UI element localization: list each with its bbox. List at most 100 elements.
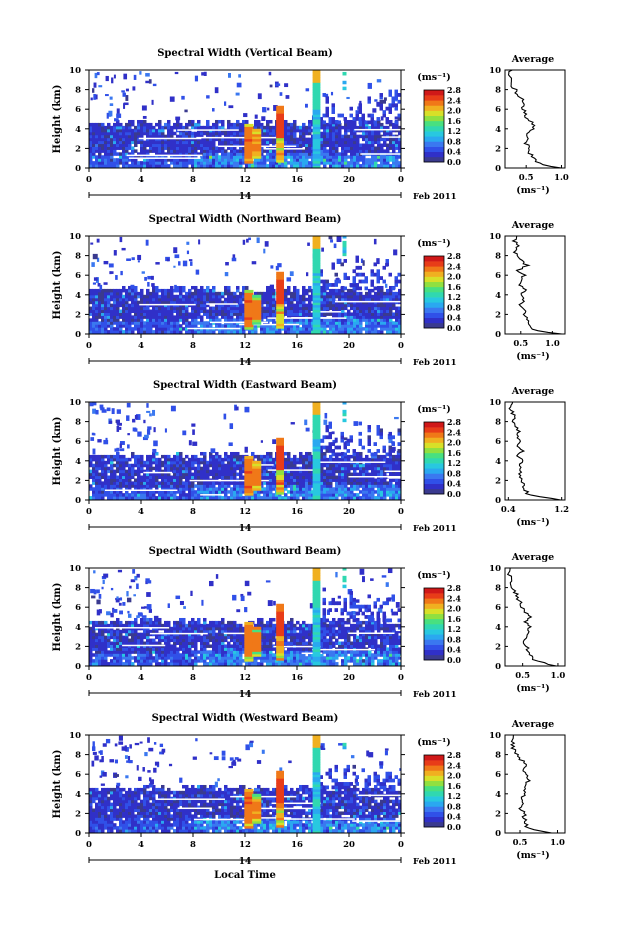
heatmap-cell [212, 312, 216, 316]
heatmap-cell [368, 128, 372, 133]
heatmap-cell [161, 149, 165, 153]
heatmap-cell [113, 306, 117, 311]
heatmap-cell [98, 460, 102, 465]
heatmap-cell [167, 484, 171, 488]
heatmap-cell [308, 155, 312, 159]
heatmap-cell [158, 155, 162, 159]
heatmap-cell [290, 493, 294, 497]
heatmap-cell [362, 161, 366, 165]
heatmap-cell [227, 146, 231, 150]
heatmap-cell [146, 131, 150, 136]
heatmap-cell [95, 288, 99, 293]
heatmap-cell [383, 315, 387, 319]
heatmap-cell [167, 149, 171, 153]
heatmap-cell [365, 164, 369, 168]
heatmap-cell [326, 149, 330, 153]
heatmap-cell [239, 457, 243, 462]
heatmap-cell [302, 122, 306, 127]
heatmap-cell [230, 318, 234, 322]
heatmap-cell [95, 122, 99, 127]
heatmap-cell [200, 149, 204, 153]
heatmap-cell [368, 149, 372, 153]
y-axis-label: Height (km) [52, 85, 63, 154]
heatmap-cell [197, 321, 201, 325]
heatmap-cell [89, 137, 93, 142]
heatmap-cell [125, 137, 129, 142]
heatmap-cell [218, 155, 222, 159]
heatmap-cell [149, 460, 153, 465]
heatmap-cell [347, 487, 351, 491]
heatmap-cell [398, 291, 401, 296]
heatmap-cell [332, 493, 336, 497]
heatmap-cell [149, 463, 153, 468]
heatmap-cell [332, 327, 336, 331]
heatmap-cell [293, 125, 297, 130]
heatmap-cell [114, 118, 119, 122]
heatmap-cell [236, 484, 240, 488]
heatmap-cell [299, 131, 303, 136]
heatmap-cell [131, 134, 135, 139]
heatmap-cell [227, 164, 231, 168]
heatmap-cell [200, 158, 204, 162]
heatmap-cell [188, 490, 192, 494]
heatmap-cell [263, 324, 267, 328]
heatmap-cell [308, 330, 312, 334]
heatmap-cell [323, 134, 327, 139]
heatmap-cell [332, 490, 336, 494]
convective-cell [252, 311, 262, 315]
heatmap-cell [158, 496, 162, 500]
heatmap-cell [161, 327, 165, 331]
heatmap-cell [362, 327, 366, 331]
heatmap-cell [173, 475, 177, 479]
heatmap-cell [263, 469, 267, 474]
heatmap-cell [197, 475, 201, 479]
heatmap-cell [362, 143, 366, 147]
heatmap-cell [326, 137, 330, 142]
heatmap-cell [200, 306, 204, 311]
heatmap-cell [155, 312, 159, 316]
heatmap-cell [344, 318, 348, 322]
heatmap-cell [395, 297, 399, 302]
heatmap-cell [359, 149, 363, 153]
heatmap-cell [215, 475, 219, 479]
heatmap-cell [218, 490, 222, 494]
heatmap-cell [185, 324, 189, 328]
panel-1: Spectral Width (Northward Beam)0246810He… [52, 214, 566, 368]
heatmap-cell [269, 478, 273, 482]
heatmap-cell [182, 318, 186, 322]
heatmap-cell [325, 96, 329, 101]
heatmap-cell [344, 294, 348, 299]
heatmap-cell [191, 300, 195, 305]
heatmap-cell [347, 134, 351, 139]
heatmap-cell [383, 306, 387, 311]
heatmap-cell [305, 481, 309, 485]
heatmap-cell [140, 146, 144, 150]
heatmap-cell [161, 454, 165, 459]
heatmap-cell [287, 451, 291, 456]
heatmap-cell [104, 315, 108, 319]
heatmap-cell [203, 469, 207, 474]
heatmap-cell [395, 137, 399, 142]
heatmap-cell [270, 265, 274, 269]
heatmap-cell [98, 303, 102, 308]
heatmap-cell [89, 475, 93, 479]
heatmap-cell [299, 152, 303, 156]
heatmap-cell [388, 103, 392, 108]
heatmap-cell [149, 140, 153, 145]
heatmap-cell [362, 309, 366, 313]
heatmap-cell [359, 324, 363, 328]
heatmap-cell [328, 283, 332, 287]
heatmap-cell [155, 297, 159, 302]
heatmap-cell [263, 161, 267, 165]
heatmap-cell [269, 164, 273, 168]
heatmap-cell [95, 330, 99, 334]
heatmap-cell [365, 134, 369, 139]
heatmap-cell [236, 454, 240, 459]
heatmap-cell [227, 291, 231, 296]
heatmap-cell [215, 149, 219, 153]
heatmap-cell [98, 463, 102, 468]
heatmap-cell [92, 131, 96, 136]
heatmap-cell [383, 155, 387, 159]
heatmap-cell [140, 454, 144, 459]
heatmap-cell [128, 309, 132, 313]
